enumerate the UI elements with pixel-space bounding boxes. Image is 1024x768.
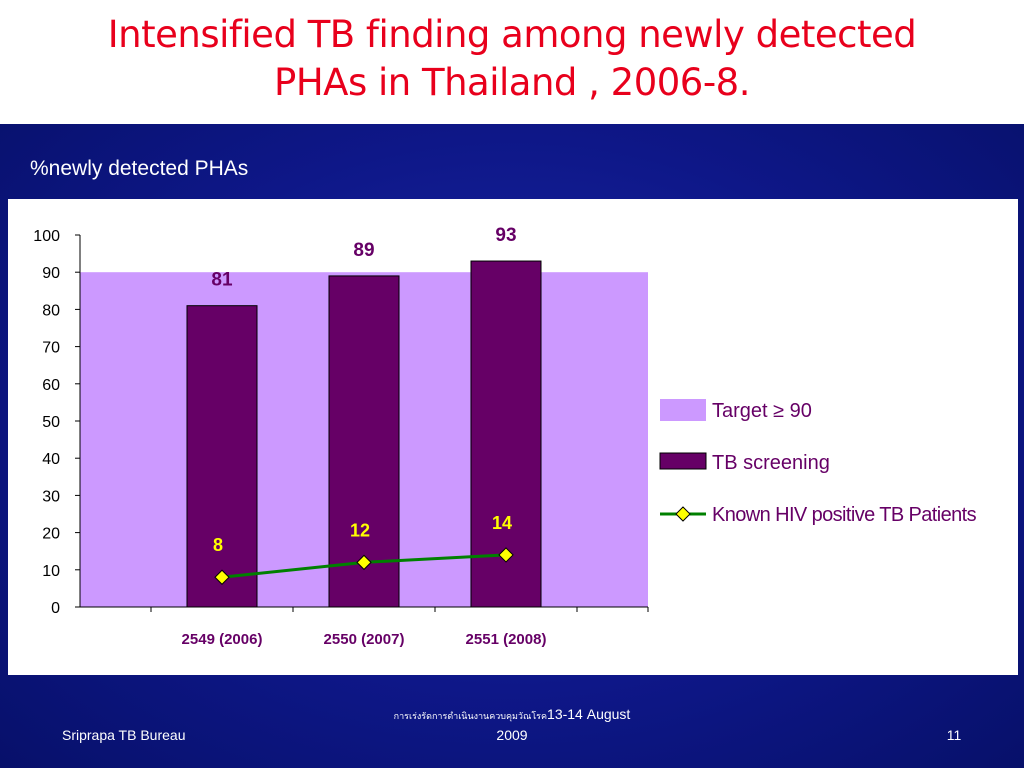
line-value-label: 14: [492, 513, 512, 533]
y-tick-label: 20: [42, 526, 60, 543]
bar-value-label: 81: [211, 270, 233, 291]
slide-title-line-2: PHAs in Thailand , 2006-8.: [274, 61, 750, 104]
y-tick-label: 90: [42, 265, 60, 282]
chart-svg: 0 10 20 30 40 50 60 70 80 90 100 2549 (2006) 2550 (2…: [33, 225, 977, 648]
y-tick-label: 50: [42, 414, 60, 431]
line-point-marker: [498, 547, 514, 563]
x-category-label: 2550 (2007): [324, 631, 405, 648]
line-point-marker: [356, 554, 372, 571]
footer-event-date: 13-14 August: [547, 706, 631, 722]
y-tick-label: 100: [33, 228, 60, 245]
line-value-label: 8: [213, 535, 223, 555]
y-tick-label: 10: [42, 563, 60, 580]
legend-label-target: Target ≥ 90: [712, 400, 812, 422]
slide-title-line-1: Intensified TB finding among newly detec…: [107, 13, 917, 56]
line-point-marker: [214, 569, 230, 585]
footer-event-year: 2009: [496, 727, 528, 743]
chart-area: 0 10 20 30 40 50 60 70 80 90 100 2549 (2006) 2550 (2…: [8, 199, 1018, 675]
y-tick-label: 80: [42, 302, 60, 319]
bar-value-label: 89: [353, 240, 374, 261]
x-category-label: 2549 (2006): [182, 631, 263, 648]
chart-subtitle: %newly detected PHAs: [30, 157, 249, 180]
bar-value-label: 93: [495, 225, 516, 246]
page-number: 11: [946, 727, 962, 743]
x-category-label: 2551 (2008): [466, 631, 547, 648]
legend-swatch-tb-screening: [659, 452, 707, 470]
y-tick-label: 70: [42, 340, 60, 357]
line-value-label: 12: [350, 520, 370, 540]
legend-marker-known-hiv: [675, 506, 691, 522]
y-tick-label: 40: [42, 451, 60, 468]
y-tick-label: 60: [42, 377, 60, 394]
bar-tb-screening: [186, 305, 258, 608]
legend-swatch-target: [660, 399, 706, 421]
y-tick-label: 30: [42, 488, 60, 505]
footer-event: การเร่งรัดการดำเนินงานควบคุมวัณโรค13-14 …: [362, 705, 662, 745]
legend-label-known-hiv: Known HIV positive TB Patients: [712, 504, 977, 526]
footer-event-thai: การเร่งรัดการดำเนินงานควบคุมวัณโรค: [393, 711, 548, 721]
y-tick-label: 0: [51, 600, 60, 617]
bar-tb-screening: [328, 275, 400, 608]
title-area: Intensified TB finding among newly detec…: [0, 0, 1024, 124]
footer-organization: Sriprapa TB Bureau: [62, 727, 186, 743]
legend-label-tb-screening: TB screening: [712, 452, 830, 474]
